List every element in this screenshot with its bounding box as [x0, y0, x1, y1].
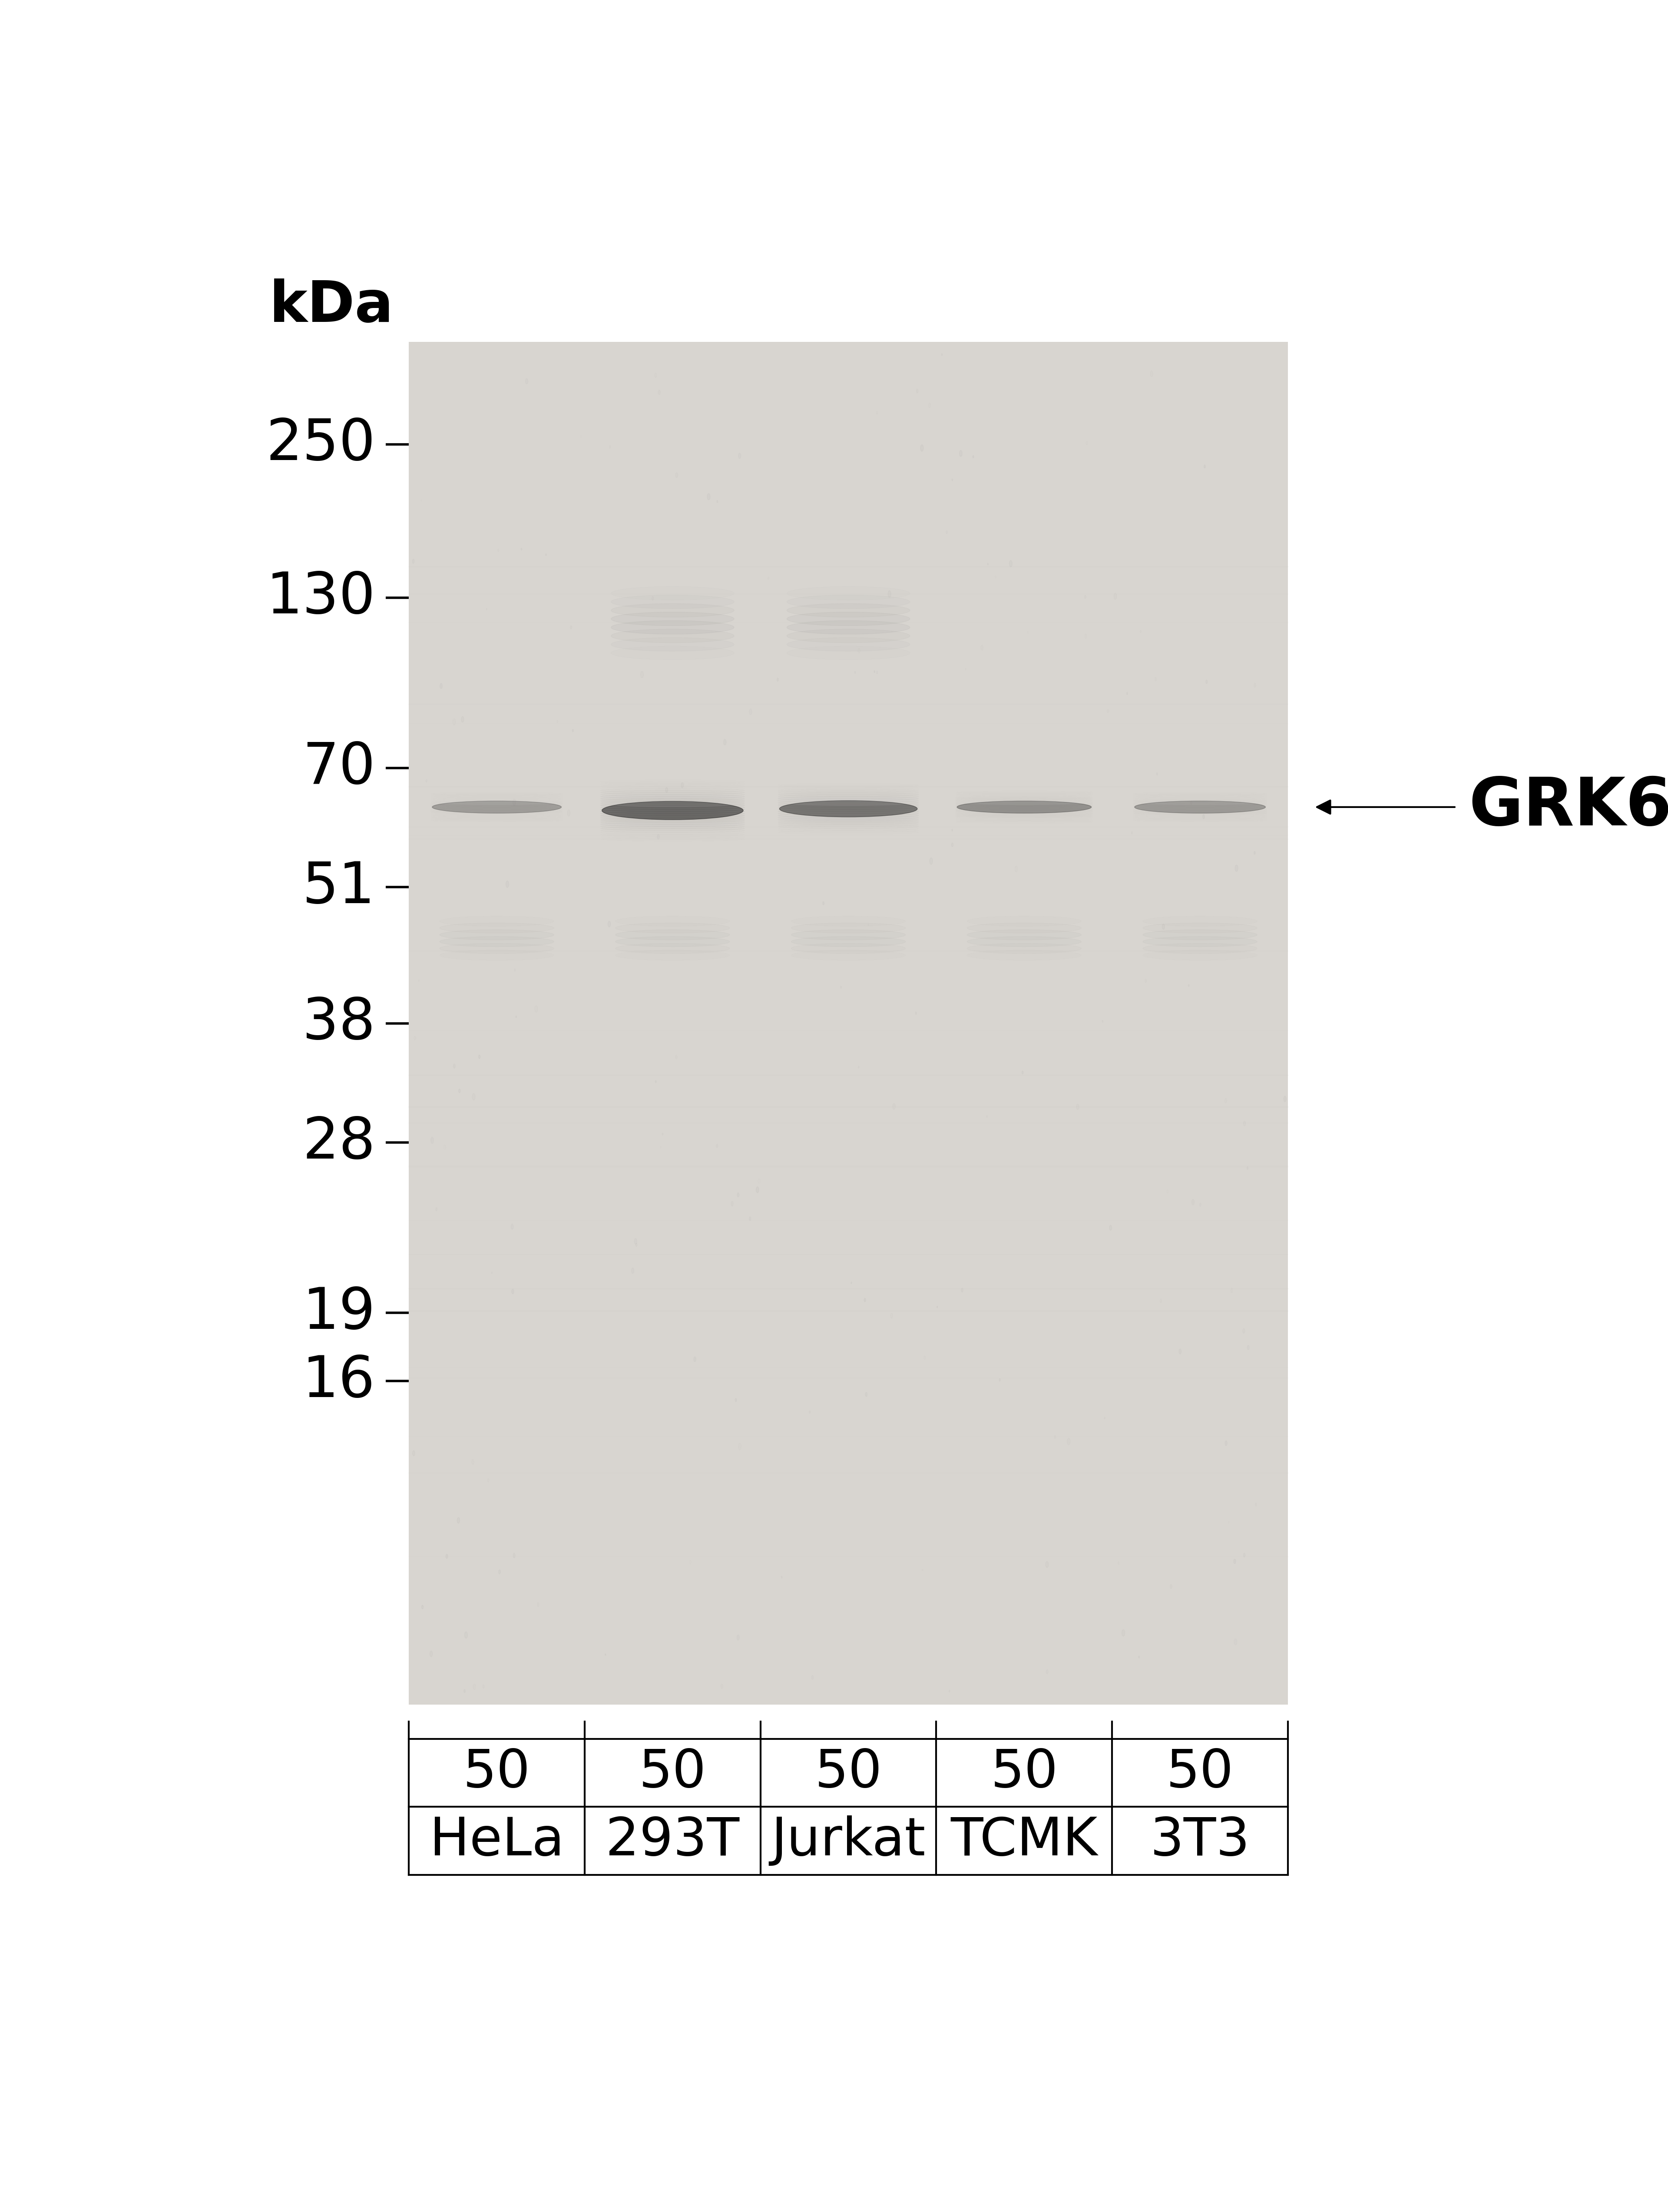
- Ellipse shape: [499, 1571, 500, 1575]
- Text: 50: 50: [814, 1747, 882, 1798]
- Ellipse shape: [610, 801, 734, 807]
- Text: 28: 28: [302, 1115, 375, 1170]
- Ellipse shape: [707, 493, 711, 500]
- Ellipse shape: [959, 451, 962, 456]
- Ellipse shape: [1234, 865, 1238, 872]
- Ellipse shape: [694, 1356, 696, 1363]
- Ellipse shape: [505, 880, 509, 887]
- Ellipse shape: [445, 1555, 447, 1559]
- Text: 3T3: 3T3: [1149, 1816, 1249, 1867]
- Text: HeLa: HeLa: [429, 1816, 564, 1867]
- Ellipse shape: [440, 801, 552, 805]
- Text: Jurkat: Jurkat: [771, 1816, 926, 1867]
- Text: 50: 50: [639, 1747, 706, 1798]
- Ellipse shape: [866, 1391, 867, 1396]
- Bar: [409, 343, 1288, 1705]
- Text: 50: 50: [1166, 1747, 1234, 1798]
- Ellipse shape: [921, 445, 924, 451]
- Text: 51: 51: [302, 860, 375, 916]
- Ellipse shape: [422, 1606, 424, 1608]
- Ellipse shape: [929, 858, 932, 865]
- Ellipse shape: [957, 801, 1091, 814]
- Text: 293T: 293T: [605, 1816, 739, 1867]
- Text: 16: 16: [302, 1354, 375, 1409]
- Ellipse shape: [479, 1055, 480, 1060]
- Ellipse shape: [1234, 1559, 1236, 1564]
- Ellipse shape: [465, 1632, 467, 1639]
- Ellipse shape: [737, 1192, 739, 1197]
- Text: 50: 50: [464, 1747, 530, 1798]
- Ellipse shape: [1009, 560, 1012, 566]
- Text: 38: 38: [302, 995, 375, 1051]
- Ellipse shape: [432, 801, 562, 814]
- Ellipse shape: [756, 1186, 759, 1192]
- Ellipse shape: [440, 684, 442, 688]
- Ellipse shape: [512, 1290, 514, 1294]
- Ellipse shape: [602, 801, 744, 821]
- Text: kDa: kDa: [269, 279, 394, 334]
- Text: 50: 50: [991, 1747, 1058, 1798]
- Ellipse shape: [1134, 801, 1266, 814]
- Text: TCMK: TCMK: [951, 1816, 1098, 1867]
- Ellipse shape: [779, 801, 917, 816]
- Ellipse shape: [457, 1517, 460, 1524]
- Text: GRK6: GRK6: [1470, 774, 1668, 838]
- Ellipse shape: [1224, 1440, 1228, 1447]
- Text: 130: 130: [265, 571, 375, 626]
- Text: 70: 70: [302, 741, 375, 796]
- Text: 250: 250: [265, 416, 375, 471]
- Ellipse shape: [459, 1088, 460, 1093]
- Ellipse shape: [1143, 801, 1256, 805]
- Ellipse shape: [607, 920, 610, 927]
- Ellipse shape: [1284, 1097, 1286, 1102]
- Ellipse shape: [789, 801, 907, 805]
- Text: 19: 19: [302, 1285, 375, 1340]
- Ellipse shape: [724, 739, 726, 745]
- Ellipse shape: [966, 801, 1083, 805]
